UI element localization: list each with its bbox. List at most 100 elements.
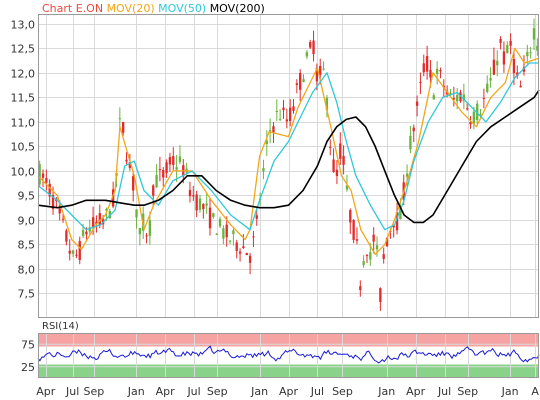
rsi-overbought-band	[38, 333, 539, 347]
candle-body	[228, 240, 232, 242]
candle-body	[482, 97, 486, 99]
candle-body	[435, 68, 439, 75]
candle-body	[178, 156, 182, 162]
candle-body	[472, 111, 476, 124]
x-tick-label: Apr	[279, 385, 299, 398]
candle-body	[85, 231, 88, 235]
price-panel: 7,5 8,0 8,5 9,0 9,5 10,0 10,5 11,0 11,5 12,0 12,5 1…	[11, 14, 540, 318]
candle-body	[158, 169, 162, 171]
candle-body	[145, 235, 148, 237]
rsi-grid	[38, 333, 539, 378]
candle-body	[68, 250, 71, 254]
rsi-panel: 25 75	[21, 333, 540, 378]
candle-body	[162, 169, 165, 178]
candle-body	[392, 225, 395, 228]
legend-title: Chart E.ON	[42, 2, 104, 15]
candle-body	[425, 56, 429, 72]
price-tick-label: 11,0	[11, 117, 36, 130]
chart-legend: Chart E.ON MOV(20) MOV(50) MOV(200)	[42, 2, 265, 15]
candle-body	[138, 228, 142, 235]
candle-body	[399, 208, 402, 220]
candle-body	[509, 40, 512, 46]
candle-body	[168, 157, 172, 165]
candle-body	[132, 176, 135, 191]
candle-body	[479, 114, 482, 117]
candle-body	[175, 167, 178, 170]
rsi-axis-labels: 25 75	[21, 338, 35, 374]
candle-body	[242, 246, 245, 249]
legend-mov200: MOV(200)	[209, 2, 265, 15]
candle-body	[292, 106, 295, 111]
candle-body	[365, 255, 369, 257]
candle-body	[61, 218, 65, 220]
candle-body	[111, 189, 115, 207]
candle-body	[252, 236, 255, 238]
candle-body	[469, 121, 472, 125]
candle-body	[349, 209, 352, 223]
candle-body	[222, 228, 225, 239]
moving-averages	[37, 47, 540, 255]
candle-body	[456, 95, 459, 102]
candle-body	[198, 198, 202, 210]
candle-body	[268, 130, 272, 132]
candle-body	[81, 230, 85, 236]
candle-body	[375, 245, 379, 250]
candle-body	[41, 173, 45, 178]
candle-body	[516, 72, 519, 77]
candle-body	[212, 213, 215, 217]
price-axis-labels: 7,5 8,0 8,5 9,0 9,5 10,0 10,5 11,0 11,5 12,0 12,5 1…	[11, 19, 36, 301]
candle-body	[95, 221, 98, 225]
candle-body	[395, 212, 399, 231]
candle-body	[65, 230, 68, 242]
candle-body	[195, 194, 198, 211]
x-tick-label: Jul	[65, 385, 79, 398]
price-tick-label: 8,5	[18, 239, 36, 252]
price-tick-label: 10,5	[11, 141, 36, 154]
price-tick-label: 13,0	[11, 19, 36, 32]
candle-body	[489, 78, 492, 81]
candle-body	[172, 156, 175, 165]
candle-body	[415, 101, 419, 106]
candle-body	[148, 220, 152, 237]
price-grid	[38, 14, 539, 318]
candle-body	[135, 209, 138, 218]
x-tick-label: Sep	[207, 385, 228, 398]
candle-body	[492, 59, 496, 75]
candle-body	[262, 167, 265, 172]
candle-body	[282, 107, 285, 111]
candlesticks	[38, 18, 539, 311]
candle-body	[499, 39, 502, 43]
candle-body	[295, 83, 299, 86]
candle-body	[429, 69, 432, 78]
candle-body	[532, 28, 536, 40]
candle-body	[332, 159, 335, 173]
candle-body	[91, 217, 95, 228]
candle-body	[359, 286, 362, 290]
candle-body	[432, 95, 435, 100]
candle-body	[439, 70, 442, 72]
candle-body	[302, 79, 305, 83]
candle-body	[155, 175, 158, 188]
candle-body	[299, 72, 302, 90]
rsi-tick-label: 25	[21, 361, 35, 374]
candle-body	[38, 164, 41, 185]
candle-body	[362, 261, 365, 266]
x-tick-label: Sep	[457, 385, 478, 398]
candle-body	[476, 103, 479, 121]
mov20-line	[37, 47, 540, 255]
candle-body	[78, 241, 81, 260]
candle-body	[352, 220, 355, 240]
candle-body	[522, 67, 526, 72]
price-tick-label: 12,0	[11, 68, 36, 81]
price-tick-label: 11,5	[11, 92, 36, 105]
candle-body	[71, 250, 75, 254]
price-tick-label: 9,5	[18, 190, 36, 203]
candle-body	[51, 194, 55, 210]
x-tick-label: Jan	[250, 385, 268, 398]
rsi-tick-label: 75	[21, 338, 35, 351]
price-tick-label: 8,0	[18, 264, 36, 277]
candle-body	[278, 119, 282, 121]
candle-body	[232, 230, 235, 235]
price-tick-label: 10,0	[11, 166, 36, 179]
candle-body	[245, 252, 248, 256]
